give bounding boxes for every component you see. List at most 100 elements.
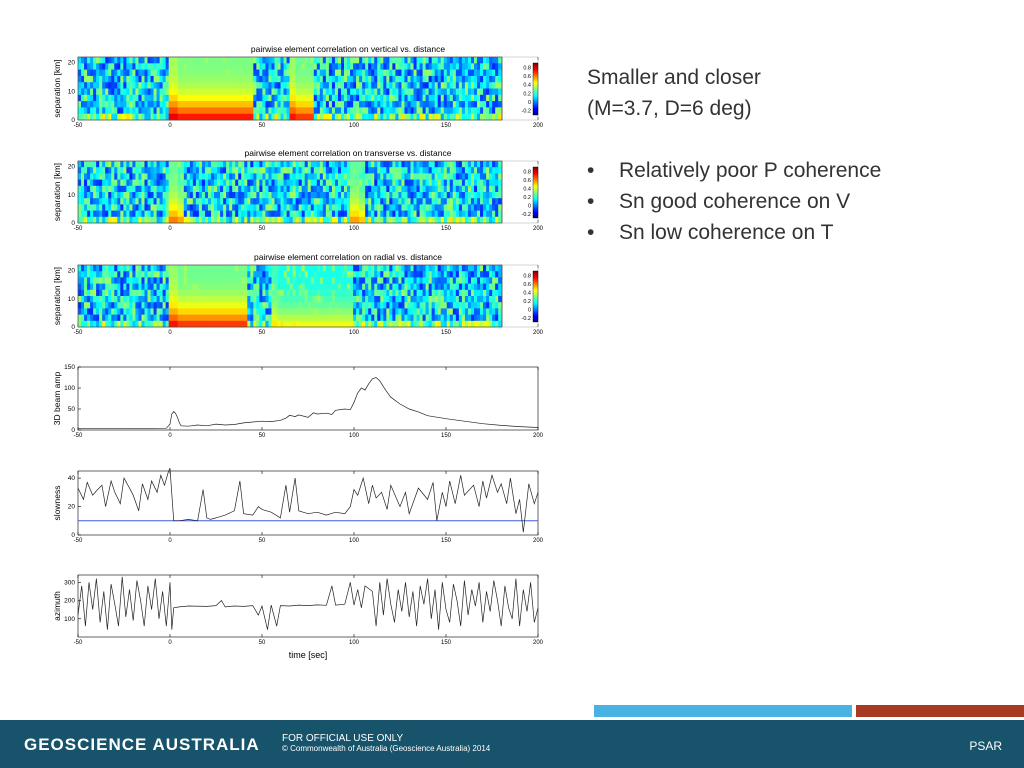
heatmap-cell <box>253 173 257 180</box>
heatmap-cell <box>301 167 306 174</box>
heatmap-cell <box>189 308 194 315</box>
heatmap-cell <box>204 277 209 284</box>
heatmap-cell <box>165 57 170 64</box>
heatmap-cell <box>383 314 387 322</box>
heatmap-cell <box>84 216 88 224</box>
heatmap-cell <box>353 179 357 187</box>
heatmap-cell <box>274 265 278 272</box>
heatmap-cell <box>186 308 191 315</box>
heatmap-cell <box>171 88 176 96</box>
heatmap-cell <box>386 113 390 121</box>
heatmap-cell <box>377 314 381 322</box>
heatmap-cell <box>371 216 375 224</box>
heatmap-cell <box>353 198 357 205</box>
heatmap-cell <box>250 198 254 205</box>
heatmap-cell <box>477 173 481 180</box>
heatmap-cell <box>180 75 185 83</box>
heatmap-cell <box>425 107 430 115</box>
heatmap-cell <box>204 179 209 187</box>
y-tick-label: 10 <box>68 192 76 199</box>
heatmap-cell <box>256 107 260 115</box>
heatmap-cell <box>192 69 197 77</box>
heatmap-cell <box>271 204 275 211</box>
heatmap-cell <box>461 75 466 83</box>
heatmap-cell <box>84 161 88 168</box>
heatmap-cell <box>165 204 170 211</box>
heatmap-cell <box>174 57 179 64</box>
x-tick-label: -50 <box>74 433 83 439</box>
heatmap-cell <box>368 63 372 70</box>
heatmap-cell <box>180 88 185 96</box>
heatmap-cell <box>84 94 88 102</box>
heatmap-cell <box>443 198 448 205</box>
heatmap-cell <box>168 88 173 96</box>
heatmap-cell <box>404 88 408 96</box>
heatmap-cell <box>337 277 342 284</box>
heatmap-cell <box>473 107 478 115</box>
heatmap-cell <box>220 107 224 115</box>
colorbar-tick-label: 0.2 <box>523 195 531 201</box>
heatmap-cell <box>353 204 357 211</box>
heatmap-cell <box>150 192 154 199</box>
heatmap-cell <box>90 82 94 89</box>
heatmap-cell <box>286 320 290 328</box>
heatmap-cell <box>470 101 475 108</box>
heatmap-cell <box>123 210 127 218</box>
heatmap-cell <box>144 296 148 303</box>
heatmap-cell <box>238 210 242 218</box>
heatmap-cell <box>126 308 130 315</box>
heatmap-cell <box>304 107 309 115</box>
heatmap-cell <box>483 210 487 218</box>
heatmap-cell <box>217 161 221 168</box>
heatmap-cell <box>180 271 185 278</box>
heatmap-cell <box>304 283 309 291</box>
heatmap-cell <box>87 101 91 108</box>
heatmap-cell <box>437 314 442 322</box>
heatmap-cell <box>96 296 100 303</box>
heatmap-cell <box>87 314 91 322</box>
heatmap-cell <box>280 167 284 174</box>
heatmap-cell <box>356 296 360 303</box>
heatmap-cell <box>211 57 215 64</box>
heatmap-cell <box>401 185 405 193</box>
heatmap-cell <box>162 101 167 108</box>
heatmap-cell <box>452 185 457 193</box>
heatmap-cell <box>495 75 499 83</box>
heatmap-cell <box>96 192 100 199</box>
heatmap-cell <box>177 167 182 174</box>
heatmap-cell <box>428 271 433 278</box>
heatmap-cell <box>422 308 427 315</box>
heatmap-cell <box>398 75 402 83</box>
heatmap-cell <box>371 271 375 278</box>
heatmap-cell <box>223 69 227 77</box>
colorbar-tick-label: -0.2 <box>522 316 531 322</box>
heatmap-cell <box>159 82 164 89</box>
heatmap-cell <box>434 204 439 211</box>
heatmap-cell <box>286 107 290 115</box>
heatmap-cell <box>492 161 496 168</box>
heatmap-cell <box>480 161 484 168</box>
heatmap-cell <box>204 302 209 309</box>
heatmap-cell <box>446 75 451 83</box>
heatmap-cell <box>431 302 436 309</box>
heatmap-cell <box>96 271 100 278</box>
heatmap-cell <box>223 57 227 64</box>
heatmap-cell <box>489 63 493 70</box>
heatmap-cell <box>413 210 417 218</box>
heatmap-cell <box>144 69 148 77</box>
heatmap-cell <box>277 320 281 328</box>
heatmap-cell <box>380 302 384 309</box>
heatmap-cell <box>389 173 393 180</box>
heatmap-cell <box>328 167 333 174</box>
heatmap-cell <box>480 216 484 224</box>
heatmap-cell <box>289 308 294 315</box>
heatmap-cell <box>99 271 103 278</box>
heatmap-cell <box>192 173 197 180</box>
heatmap-cell <box>392 198 396 205</box>
heatmap-cell <box>310 101 315 108</box>
heatmap-cell <box>489 198 493 205</box>
heatmap-cell <box>132 283 136 291</box>
heatmap-cell <box>241 179 245 187</box>
heatmap-cell <box>434 271 439 278</box>
